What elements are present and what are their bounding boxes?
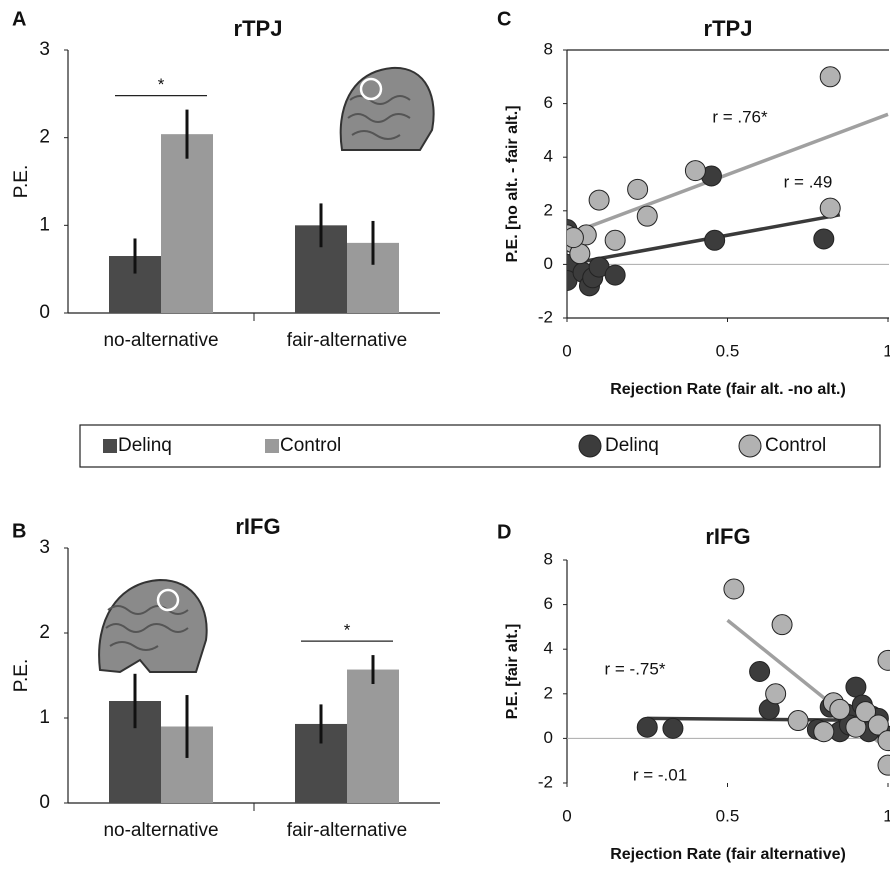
point [636, 205, 658, 227]
point [787, 710, 809, 732]
x-tick-label: no-alternative [103, 820, 218, 841]
panel-letter: A [12, 8, 26, 30]
y-tick-label: 8 [544, 549, 553, 568]
y-tick-label: 8 [544, 39, 553, 58]
panel-letter: D [497, 521, 511, 543]
chart-title: rIFG [705, 524, 750, 549]
point [723, 578, 745, 600]
point [845, 716, 867, 738]
y-tick-label: 2 [544, 200, 553, 219]
point [684, 160, 706, 182]
point [813, 721, 835, 743]
y-tick-label: 0 [39, 792, 50, 813]
y-tick-label: 1 [39, 707, 50, 728]
point [636, 716, 658, 738]
significance-label: * [344, 621, 351, 640]
y-axis-label: P.E. [fair alt.] [504, 624, 521, 720]
fit-line [567, 213, 841, 267]
point [877, 649, 890, 671]
point [855, 701, 877, 723]
point [627, 178, 649, 200]
point [771, 614, 793, 636]
y-tick-label: 2 [544, 683, 553, 702]
point [662, 717, 684, 739]
point [845, 676, 867, 698]
x-axis-label: Rejection Rate (fair alternative) [610, 846, 846, 863]
point [765, 683, 787, 705]
x-tick-label: 0.5 [716, 341, 740, 360]
x-tick-label: 1 [883, 806, 890, 825]
point [819, 197, 841, 219]
point [604, 229, 626, 251]
y-tick-label: -2 [538, 307, 553, 326]
chart-title: rIFG [235, 514, 280, 539]
y-tick-label: 4 [544, 639, 553, 658]
x-tick-label: fair-alternative [287, 820, 407, 841]
significance-label: * [158, 75, 165, 94]
chart-title: rTPJ [234, 16, 283, 41]
bar [161, 134, 213, 313]
x-tick-label: 0 [562, 806, 571, 825]
y-tick-label: 4 [544, 147, 553, 166]
y-tick-label: 0 [544, 728, 553, 747]
point [829, 698, 851, 720]
correlation-label: r = -.01 [633, 765, 687, 784]
brain-inset [98, 578, 208, 674]
point [877, 754, 890, 776]
legend-marker [738, 434, 762, 458]
legend-label: Control [765, 435, 826, 456]
y-tick-label: 2 [39, 127, 50, 148]
point [604, 264, 626, 286]
plot-area [567, 66, 889, 297]
y-tick-label: 0 [544, 254, 553, 273]
legend-marker [103, 439, 117, 453]
y-axis-label: P.E. [11, 165, 32, 198]
y-tick-label: 6 [544, 93, 553, 112]
panel-letter: B [12, 520, 26, 542]
y-axis-label: P.E. [no alt. - fair alt.] [504, 105, 521, 262]
fit-line [567, 112, 889, 237]
legend-marker [578, 434, 602, 458]
point [749, 661, 771, 682]
y-tick-label: 6 [544, 594, 553, 613]
x-tick-label: fair-alternative [287, 330, 407, 351]
x-tick-label: 0.5 [716, 806, 740, 825]
x-tick-label: 0 [562, 341, 571, 360]
plot-area [636, 578, 890, 776]
y-tick-label: 3 [39, 537, 50, 558]
y-tick-label: 1 [39, 214, 50, 235]
correlation-label: r = .76* [712, 107, 768, 126]
y-axis-label: P.E. [11, 659, 32, 692]
x-tick-label: no-alternative [103, 330, 218, 351]
correlation-label: r = .49 [784, 172, 833, 191]
legend-marker [265, 439, 279, 453]
point [877, 730, 890, 752]
chart-title: rTPJ [704, 16, 753, 41]
bar [347, 669, 399, 803]
y-tick-label: 2 [39, 622, 50, 643]
x-tick-label: 1 [883, 341, 890, 360]
point [567, 227, 584, 249]
legend-label: Delinq [118, 435, 172, 456]
point [704, 229, 726, 251]
point [813, 228, 835, 250]
y-tick-label: 0 [39, 302, 50, 323]
x-axis-label: Rejection Rate (fair alt. -no alt.) [610, 381, 846, 398]
correlation-label: r = -.75* [605, 659, 666, 678]
panel-letter: C [497, 8, 511, 30]
point [588, 189, 610, 211]
legend-label: Delinq [605, 435, 659, 456]
y-tick-label: -2 [538, 772, 553, 791]
point [819, 66, 841, 88]
y-tick-label: 3 [39, 39, 50, 60]
point [867, 714, 889, 736]
legend-label: Control [280, 435, 341, 456]
brain-inset [337, 65, 437, 153]
